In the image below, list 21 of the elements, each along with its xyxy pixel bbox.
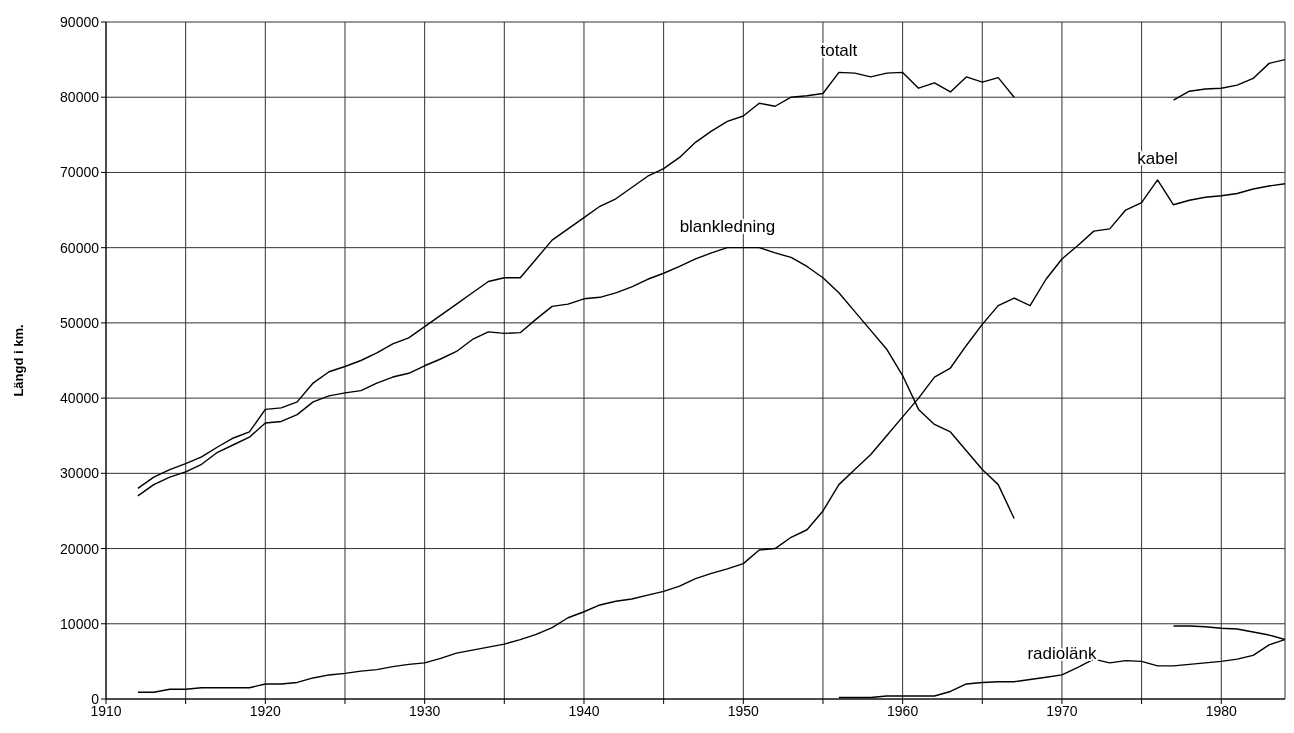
x-tick-label: 1930 [409, 702, 441, 719]
series-label: totalt [820, 41, 858, 61]
y-tick-label: 80000 [60, 89, 100, 106]
y-tick-label: 50000 [60, 314, 100, 331]
x-tick-label: 1940 [568, 702, 600, 719]
y-tick-label: 10000 [60, 615, 100, 632]
y-tick-label: 30000 [60, 465, 100, 482]
y-tick-label: 20000 [60, 540, 100, 557]
y-tick-label: 60000 [60, 239, 100, 256]
x-tick-label: 1980 [1205, 702, 1238, 719]
y-tick-label: 0 [91, 690, 100, 707]
x-tick-label: 1960 [887, 702, 919, 719]
x-tick-label: 1970 [1046, 702, 1078, 719]
y-tick-label: 70000 [60, 164, 100, 181]
y-tick-label: 40000 [60, 390, 100, 407]
y-axis-title: Längd i km. [10, 324, 26, 397]
x-tick-label: 1950 [727, 702, 760, 719]
series-label: radiolänk [1027, 643, 1097, 663]
x-tick-label: 1920 [249, 702, 282, 719]
y-tick-label: 90000 [60, 13, 100, 30]
line-series [137, 179, 1285, 693]
